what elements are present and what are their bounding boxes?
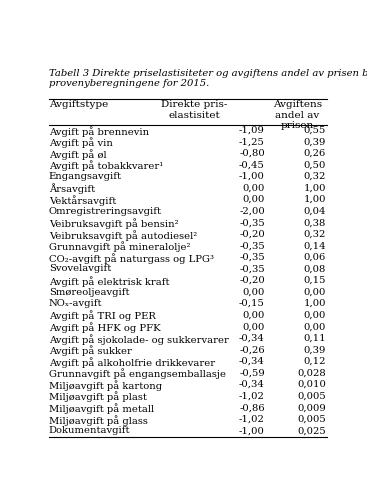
Text: 1,00: 1,00 <box>304 299 326 308</box>
Text: -0,35: -0,35 <box>239 218 265 227</box>
Text: Veibruksavgift på bensin²: Veibruksavgift på bensin² <box>49 218 178 229</box>
Text: -0,20: -0,20 <box>239 230 265 239</box>
Text: Avgiftens
andel av
prisen: Avgiftens andel av prisen <box>273 100 322 130</box>
Text: 0,14: 0,14 <box>304 242 326 250</box>
Text: 0,32: 0,32 <box>304 230 326 239</box>
Text: Avgift på brennevin: Avgift på brennevin <box>49 126 149 137</box>
Text: -0,35: -0,35 <box>239 264 265 273</box>
Text: CO₂-avgift på naturgass og LPG³: CO₂-avgift på naturgass og LPG³ <box>49 253 214 264</box>
Text: Miljøavgift på plast: Miljøavgift på plast <box>49 392 146 402</box>
Text: Tabell 3 Direkte priselastisiteter og avgiftens andel av prisen benyttet i
prove: Tabell 3 Direkte priselastisiteter og av… <box>49 69 367 88</box>
Text: -0,59: -0,59 <box>239 368 265 378</box>
Text: -1,25: -1,25 <box>239 137 265 147</box>
Text: 0,00: 0,00 <box>304 311 326 320</box>
Text: -1,00: -1,00 <box>239 172 265 181</box>
Text: 0,12: 0,12 <box>304 357 326 366</box>
Text: Avgiftstype: Avgiftstype <box>49 100 108 109</box>
Text: 0,00: 0,00 <box>243 322 265 331</box>
Text: Avgift på sukker: Avgift på sukker <box>49 346 132 356</box>
Text: 0,26: 0,26 <box>304 149 326 158</box>
Text: Omregistreringsavgift: Omregistreringsavgift <box>49 206 162 216</box>
Text: 0,39: 0,39 <box>304 137 326 147</box>
Text: 0,04: 0,04 <box>304 206 326 216</box>
Text: 0,11: 0,11 <box>304 334 326 343</box>
Text: 0,15: 0,15 <box>304 276 326 285</box>
Text: Avgift på TRI og PER: Avgift på TRI og PER <box>49 311 156 321</box>
Text: 0,06: 0,06 <box>304 253 326 262</box>
Text: Grunnavgift på engangsemballasje: Grunnavgift på engangsemballasje <box>49 368 226 379</box>
Text: Avgift på øl: Avgift på øl <box>49 149 106 159</box>
Text: Avgift på sjokolade- og sukkervarer: Avgift på sjokolade- og sukkervarer <box>49 334 229 345</box>
Text: 0,32: 0,32 <box>304 172 326 181</box>
Text: Avgift på tobakkvarer¹: Avgift på tobakkvarer¹ <box>49 160 163 171</box>
Text: Dokumentavgift: Dokumentavgift <box>49 426 130 435</box>
Text: 0,005: 0,005 <box>297 415 326 424</box>
Text: 1,00: 1,00 <box>304 195 326 204</box>
Text: 0,00: 0,00 <box>243 195 265 204</box>
Text: -1,09: -1,09 <box>239 126 265 135</box>
Text: 0,39: 0,39 <box>304 346 326 354</box>
Text: -0,35: -0,35 <box>239 253 265 262</box>
Text: -0,80: -0,80 <box>239 149 265 158</box>
Text: -0,34: -0,34 <box>239 334 265 343</box>
Text: Engangsavgift: Engangsavgift <box>49 172 122 181</box>
Text: Miljøavgift på glass: Miljøavgift på glass <box>49 415 148 426</box>
Text: 0,028: 0,028 <box>297 368 326 378</box>
Text: -0,20: -0,20 <box>239 276 265 285</box>
Text: 0,00: 0,00 <box>243 184 265 193</box>
Text: 0,00: 0,00 <box>243 288 265 297</box>
Text: Avgift på vin: Avgift på vin <box>49 137 113 148</box>
Text: Miljøavgift på metall: Miljøavgift på metall <box>49 403 154 414</box>
Text: Direkte pris-
elastisitet: Direkte pris- elastisitet <box>161 100 228 120</box>
Text: -2,00: -2,00 <box>239 206 265 216</box>
Text: 0,50: 0,50 <box>304 160 326 169</box>
Text: -0,34: -0,34 <box>239 380 265 389</box>
Text: Avgift på HFK og PFK: Avgift på HFK og PFK <box>49 322 160 333</box>
Text: 0,00: 0,00 <box>243 311 265 320</box>
Text: 0,025: 0,025 <box>297 426 326 435</box>
Text: Årsavgift: Årsavgift <box>49 184 95 195</box>
Text: 0,55: 0,55 <box>304 126 326 135</box>
Text: -0,35: -0,35 <box>239 242 265 250</box>
Text: -0,15: -0,15 <box>239 299 265 308</box>
Text: -0,86: -0,86 <box>239 403 265 412</box>
Text: Vektårsavgift: Vektårsavgift <box>49 195 116 206</box>
Text: 1,00: 1,00 <box>304 184 326 193</box>
Text: -1,00: -1,00 <box>239 426 265 435</box>
Text: 0,38: 0,38 <box>304 218 326 227</box>
Text: Svovelavgift: Svovelavgift <box>49 264 111 273</box>
Text: Avgift på alkoholfrie drikkevarer: Avgift på alkoholfrie drikkevarer <box>49 357 215 368</box>
Text: -0,45: -0,45 <box>239 160 265 169</box>
Text: Avgift på elektrisk kraft: Avgift på elektrisk kraft <box>49 276 169 287</box>
Text: 0,009: 0,009 <box>297 403 326 412</box>
Text: -0,34: -0,34 <box>239 357 265 366</box>
Text: Smøreoljeavgift: Smøreoljeavgift <box>49 288 129 297</box>
Text: -0,26: -0,26 <box>239 346 265 354</box>
Text: 0,00: 0,00 <box>304 322 326 331</box>
Text: NOₓ-avgift: NOₓ-avgift <box>49 299 102 308</box>
Text: Miljøavgift på kartong: Miljøavgift på kartong <box>49 380 162 391</box>
Text: 0,010: 0,010 <box>297 380 326 389</box>
Text: 0,005: 0,005 <box>297 392 326 400</box>
Text: -1,02: -1,02 <box>239 415 265 424</box>
Text: 0,00: 0,00 <box>304 288 326 297</box>
Text: 0,08: 0,08 <box>304 264 326 273</box>
Text: Grunnavgift på mineralolje²: Grunnavgift på mineralolje² <box>49 242 190 252</box>
Text: Veibruksavgift på autodiesel²: Veibruksavgift på autodiesel² <box>49 230 197 241</box>
Text: -1,02: -1,02 <box>239 392 265 400</box>
